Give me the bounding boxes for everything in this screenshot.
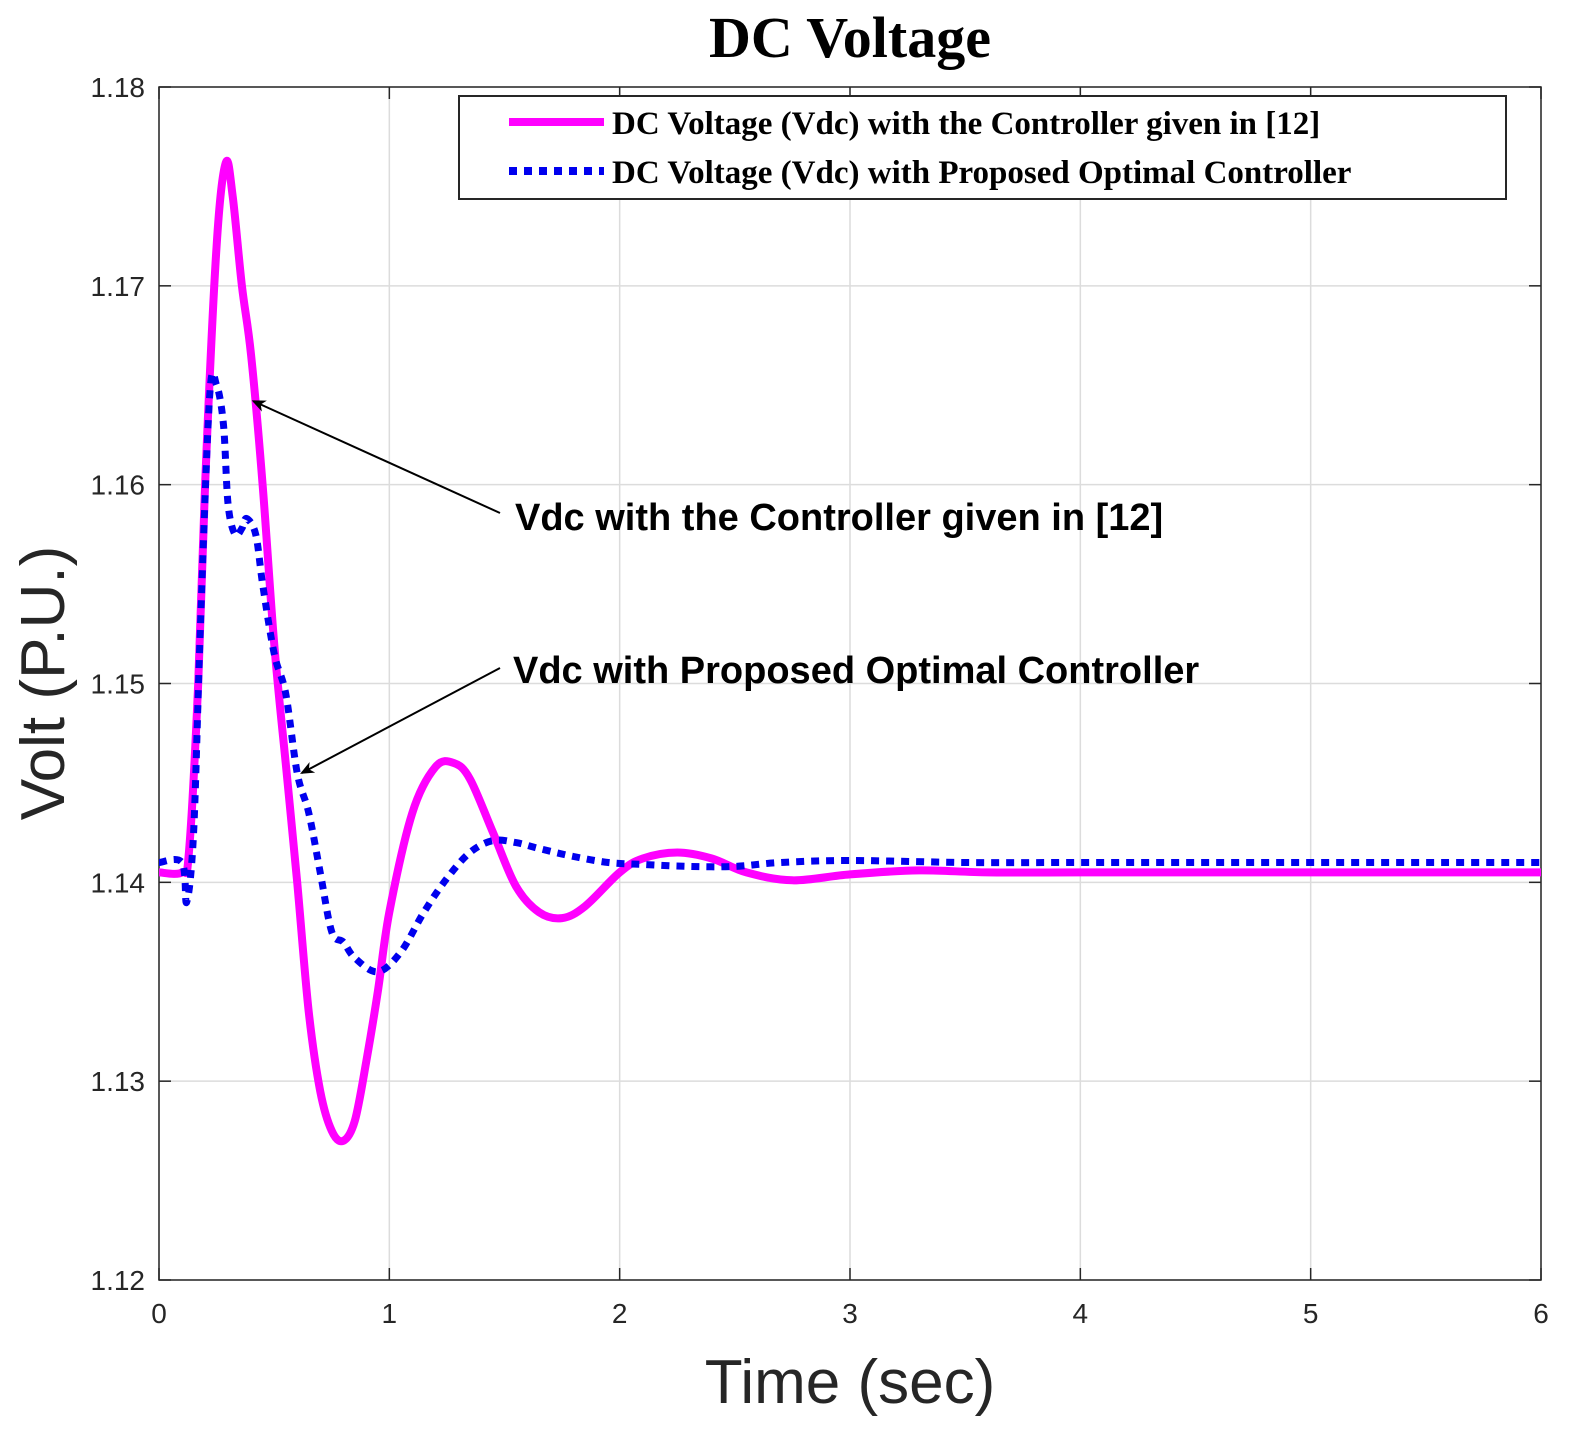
annotation-proposed-optimal: Vdc with Proposed Optimal Controller <box>513 650 1199 692</box>
series-line-controller-12 <box>159 156 1541 1146</box>
y-axis-label: Volt (P.U.) <box>9 546 78 821</box>
x-axis-label: Time (sec) <box>705 1348 995 1417</box>
y-tick-label: 1.15 <box>91 669 146 700</box>
y-tick-label: 1.18 <box>91 72 146 103</box>
x-tick-label: 0 <box>151 1298 167 1329</box>
annotation-controller-12: Vdc with the Controller given in [12] <box>515 497 1163 539</box>
annotations: Vdc with the Controller given in [12] Vd… <box>251 400 1199 774</box>
y-tick-label: 1.16 <box>91 470 146 501</box>
x-tick-label: 3 <box>842 1298 858 1329</box>
series-layer <box>159 156 1541 1146</box>
x-tick-label: 6 <box>1533 1298 1549 1329</box>
annotation-arrow-controller-12 <box>251 400 501 514</box>
annotation-arrow-proposed-optimal <box>300 667 501 774</box>
x-tick-label: 5 <box>1303 1298 1319 1329</box>
y-tick-label: 1.12 <box>91 1265 146 1296</box>
x-tick-label: 2 <box>612 1298 628 1329</box>
chart-title: DC Voltage <box>709 5 991 70</box>
y-tick-label: 1.14 <box>91 867 146 898</box>
x-tick-label: 1 <box>382 1298 398 1329</box>
legend-label-proposed-optimal: DC Voltage (Vdc) with Proposed Optimal C… <box>612 155 1351 191</box>
y-tick-label: 1.13 <box>91 1066 146 1097</box>
legend: DC Voltage (Vdc) with the Controller giv… <box>458 95 1507 200</box>
legend-box <box>458 95 1507 200</box>
y-tick-label: 1.17 <box>91 271 146 302</box>
legend-label-controller-12: DC Voltage (Vdc) with the Controller giv… <box>612 106 1320 142</box>
axis-ticks: 0 1 2 3 4 5 6 1.12 1.13 1.14 1.15 1.16 1.17 1.18 <box>91 72 1549 1329</box>
x-tick-label: 4 <box>1073 1298 1089 1329</box>
